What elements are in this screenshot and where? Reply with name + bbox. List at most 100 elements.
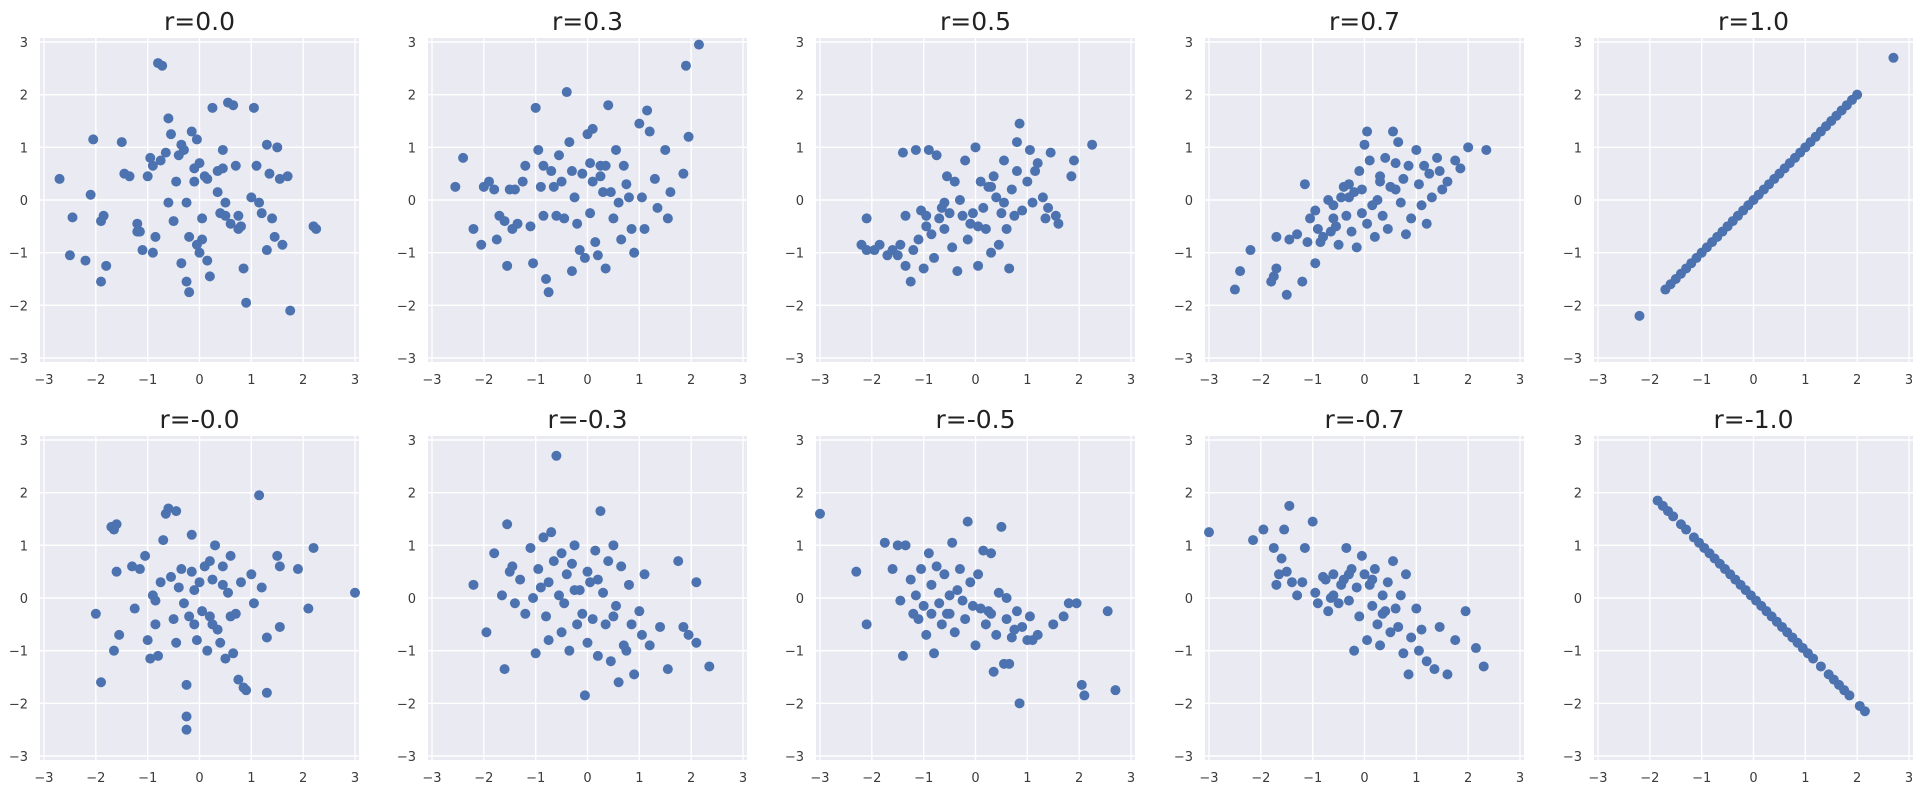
scatter-point xyxy=(1307,516,1318,527)
scatter-point xyxy=(1328,569,1339,580)
y-tick-label: −3 xyxy=(397,750,416,765)
scatter-point xyxy=(1432,152,1443,163)
y-tick-label: 3 xyxy=(796,36,804,51)
y-tick-label: −3 xyxy=(9,750,28,765)
scatter-point xyxy=(228,100,239,111)
scatter-point xyxy=(662,664,673,675)
x-tick-label: 0 xyxy=(583,373,591,388)
x-tick-label: −3 xyxy=(810,771,829,786)
scatter-point xyxy=(1066,171,1077,182)
x-tick-label: −2 xyxy=(1640,373,1659,388)
scatter-point xyxy=(559,213,570,224)
scatter-point xyxy=(1390,603,1401,614)
scatter-point xyxy=(579,252,590,263)
y-tick-label: −1 xyxy=(1563,247,1582,262)
scatter-point xyxy=(228,648,239,659)
y-tick-label: 2 xyxy=(1185,89,1193,104)
panel-title: r=0.0 xyxy=(164,7,235,36)
scatter-point xyxy=(230,160,241,171)
scatter-point xyxy=(952,585,963,596)
scatter-point xyxy=(895,595,906,606)
scatter-point xyxy=(1406,213,1417,224)
scatter-point xyxy=(655,621,666,632)
scatter-point xyxy=(1011,166,1022,177)
y-tick-label: 1 xyxy=(1185,141,1193,156)
scatter-points xyxy=(1634,52,1899,321)
scatter-point xyxy=(114,629,125,640)
scatter-point xyxy=(923,548,934,559)
scatter-point xyxy=(556,548,567,559)
x-tick-label: 3 xyxy=(1127,373,1135,388)
scatter-point xyxy=(147,247,158,258)
scatter-point xyxy=(67,212,78,223)
scatter-point xyxy=(1286,577,1297,588)
y-tick-label: −1 xyxy=(397,645,416,660)
scatter-point xyxy=(233,210,244,221)
scatter-point xyxy=(241,297,252,308)
scatter-point xyxy=(626,223,637,234)
x-tick-label: 3 xyxy=(1516,771,1524,786)
scatter-point xyxy=(212,187,223,198)
y-tick-label: 1 xyxy=(796,539,804,554)
scatter-point xyxy=(191,134,202,145)
scatter-point xyxy=(1024,611,1035,622)
scatter-point xyxy=(1229,284,1240,295)
scatter-point xyxy=(450,181,461,192)
x-tick-label: 1 xyxy=(1412,771,1420,786)
scatter-point xyxy=(1421,218,1432,229)
scatter-point xyxy=(538,210,549,221)
scatter-point xyxy=(274,173,285,184)
scatter-point xyxy=(1429,664,1440,675)
y-tick-label: −3 xyxy=(1174,750,1193,765)
scatter-point xyxy=(590,545,601,556)
scatter-point xyxy=(261,632,272,643)
scatter-point xyxy=(181,197,192,208)
scatter-point xyxy=(1284,234,1295,245)
scatter-panel-1: −3 −2 −1 0 1 2 3 3 2 1 0 −1 −2 −3 r=0.0 xyxy=(9,7,359,388)
x-tick-label: −2 xyxy=(1251,373,1270,388)
scatter-point xyxy=(181,724,192,735)
scatter-point xyxy=(272,550,283,561)
scatter-point xyxy=(546,527,557,538)
scatter-point xyxy=(1859,706,1870,717)
scatter-point xyxy=(264,168,275,179)
scatter-point xyxy=(1310,587,1321,598)
scatter-points xyxy=(815,508,1121,709)
scatter-point xyxy=(197,213,208,224)
scatter-point xyxy=(1341,210,1352,221)
scatter-point xyxy=(350,587,360,598)
scatter-point xyxy=(277,239,288,250)
y-tick-label: 2 xyxy=(1185,487,1193,502)
scatter-point xyxy=(1071,598,1082,609)
scatter-point xyxy=(652,202,663,213)
scatter-point xyxy=(54,173,65,184)
scatter-point xyxy=(592,250,603,261)
scatter-point xyxy=(1268,271,1279,282)
scatter-point xyxy=(952,266,963,277)
scatter-point xyxy=(1281,289,1292,300)
scatter-point xyxy=(1416,200,1427,211)
x-tick-label: 3 xyxy=(739,771,747,786)
scatter-points xyxy=(856,118,1098,287)
scatter-point xyxy=(944,208,955,219)
scatter-point xyxy=(1271,263,1282,274)
y-tick-label: −3 xyxy=(1563,750,1582,765)
scatter-point xyxy=(1815,661,1826,672)
scatter-point xyxy=(910,144,921,155)
scatter-point xyxy=(962,234,973,245)
scatter-point xyxy=(1369,231,1380,242)
scatter-point xyxy=(1299,179,1310,190)
scatter-point xyxy=(163,503,174,514)
scatter-point xyxy=(623,579,634,590)
scatter-point xyxy=(202,173,213,184)
y-tick-label: −2 xyxy=(397,299,416,314)
scatter-point xyxy=(1372,619,1383,630)
scatter-point xyxy=(530,648,541,659)
x-tick-label: 0 xyxy=(1749,373,1757,388)
scatter-point xyxy=(980,223,991,234)
y-tick-label: −3 xyxy=(1174,352,1193,367)
scatter-point xyxy=(608,213,619,224)
scatter-point xyxy=(168,614,179,625)
y-tick-label: 0 xyxy=(796,592,804,607)
x-tick-label: 2 xyxy=(1075,373,1083,388)
